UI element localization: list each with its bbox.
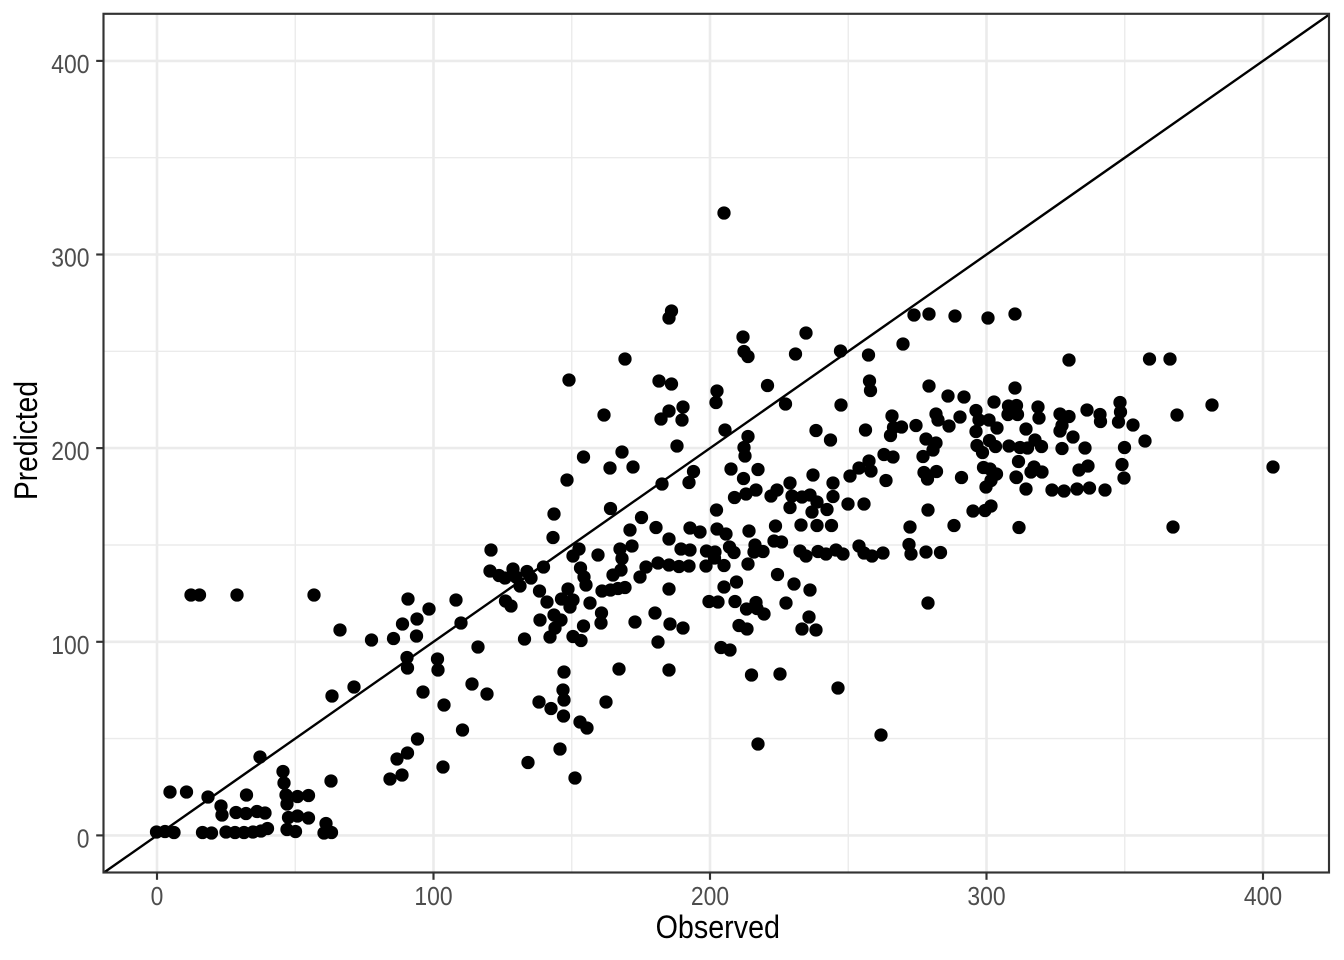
svg-text:300: 300 xyxy=(51,245,89,273)
svg-text:0: 0 xyxy=(151,883,164,911)
svg-text:Predicted: Predicted xyxy=(8,381,44,500)
svg-text:200: 200 xyxy=(51,438,89,466)
svg-text:0: 0 xyxy=(77,825,90,853)
svg-text:400: 400 xyxy=(51,51,89,79)
svg-text:Observed: Observed xyxy=(656,909,780,945)
svg-text:200: 200 xyxy=(691,883,729,911)
svg-text:400: 400 xyxy=(1244,883,1282,911)
svg-text:100: 100 xyxy=(414,883,452,911)
svg-text:300: 300 xyxy=(967,883,1005,911)
svg-text:100: 100 xyxy=(51,632,89,660)
